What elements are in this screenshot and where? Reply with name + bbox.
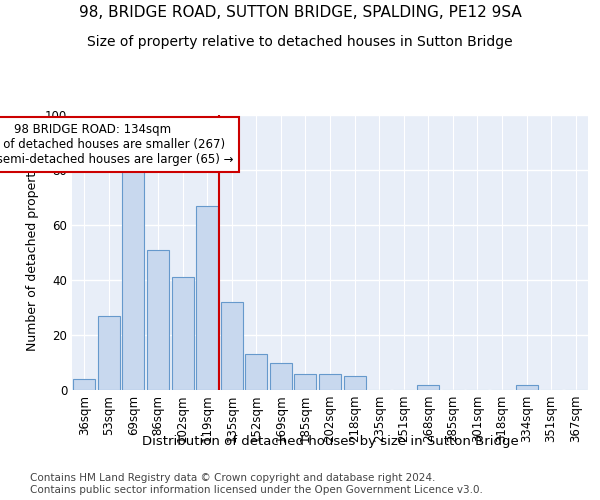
Bar — [147, 250, 169, 390]
Bar — [196, 206, 218, 390]
Text: 98, BRIDGE ROAD, SUTTON BRIDGE, SPALDING, PE12 9SA: 98, BRIDGE ROAD, SUTTON BRIDGE, SPALDING… — [79, 5, 521, 20]
Bar — [245, 354, 268, 390]
Bar — [172, 277, 194, 390]
Text: 98 BRIDGE ROAD: 134sqm
← 80% of detached houses are smaller (267)
20% of semi-de: 98 BRIDGE ROAD: 134sqm ← 80% of detached… — [0, 123, 233, 166]
Text: Distribution of detached houses by size in Sutton Bridge: Distribution of detached houses by size … — [142, 435, 518, 448]
Bar — [295, 374, 316, 390]
Text: Size of property relative to detached houses in Sutton Bridge: Size of property relative to detached ho… — [87, 35, 513, 49]
Bar — [417, 384, 439, 390]
Bar — [122, 159, 145, 390]
Bar — [73, 379, 95, 390]
Bar — [270, 362, 292, 390]
Y-axis label: Number of detached properties: Number of detached properties — [26, 154, 40, 351]
Bar — [515, 384, 538, 390]
Bar — [319, 374, 341, 390]
Text: Contains HM Land Registry data © Crown copyright and database right 2024.
Contai: Contains HM Land Registry data © Crown c… — [30, 474, 483, 495]
Bar — [344, 376, 365, 390]
Bar — [221, 302, 243, 390]
Bar — [98, 316, 120, 390]
